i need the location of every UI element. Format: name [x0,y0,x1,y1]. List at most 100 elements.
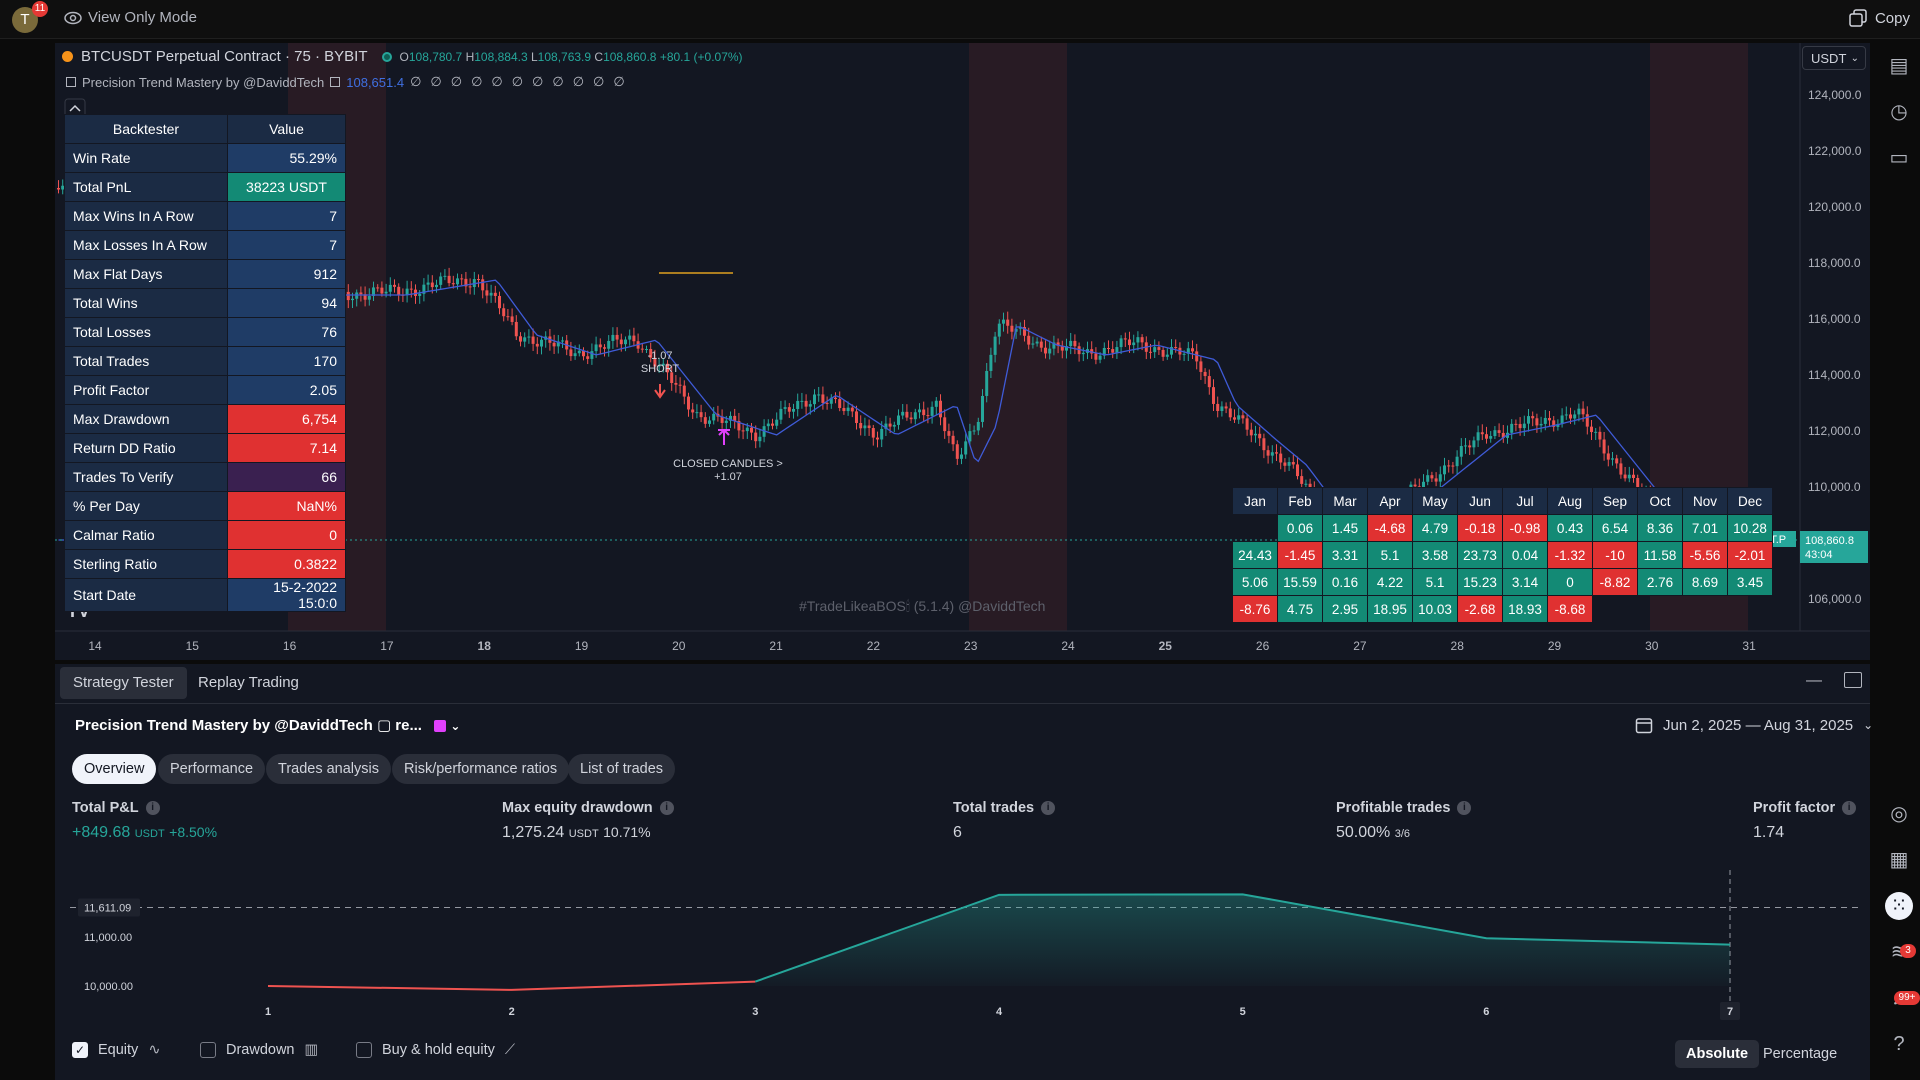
date-tick: 21 [769,639,783,653]
reference-value-box [78,898,140,917]
watchlist-icon[interactable]: ▤ [1889,55,1909,77]
candle-body [531,336,535,344]
backtester-row: Max Losses In A Row 7 [64,230,346,260]
time-axis[interactable]: 14 15 16 17 18 19 20 21 22 23 24 25 26 27 28 29 30 31 [88,639,1756,653]
short-arrow-icon [654,384,666,399]
tab-replay-trading[interactable]: Replay Trading [198,674,299,691]
candle-body [1212,387,1215,404]
monthly-cell: 4.75 [1277,595,1323,623]
monthly-cell: 8.36 [1637,514,1683,542]
checkbox-checked-icon[interactable]: ✓ [72,1042,88,1058]
help-icon[interactable]: ? [1893,1033,1905,1055]
equity-area [755,894,1730,986]
absolute-mode-button[interactable]: Absolute [1675,1040,1760,1068]
info-icon[interactable]: i [1041,801,1056,815]
monthly-cell: 3.58 [1412,541,1458,569]
minimize-icon[interactable]: — [1806,672,1822,689]
indicator-legend[interactable]: Precision Trend Mastery by @DaviddTech 1… [66,74,634,90]
copy-label: Copy [1874,9,1910,27]
calendar-icon[interactable] [434,720,447,733]
candle-body [1623,474,1627,479]
monthly-cell: -0.98 [1502,514,1548,542]
info-icon[interactable]: i [1842,801,1857,815]
subtab-trades-analysis[interactable]: Trades analysis [266,754,392,784]
calendar-icon[interactable]: ▦ [1889,849,1909,871]
candle-body [1245,418,1249,430]
metric-total-pnl: Total P&L i +849.68 USDT +8.50% [72,800,218,841]
metric-name: Sterling Ratio [64,549,228,579]
info-icon[interactable]: i [659,801,674,815]
drawdown-checkbox[interactable]: Drawdown ▥ [200,1042,318,1058]
metric-name: Start Date [64,578,228,612]
month-header: Mar [1322,487,1368,515]
monthly-cell: 4.79 [1412,514,1458,542]
metric-name: Max Losses In A Row [64,230,228,260]
candle-body [367,296,371,300]
products-grid-icon[interactable]: ⁙ [1885,892,1913,920]
candle-body [523,337,527,342]
equity-chart[interactable]: 11,611.09 11,000.00 10,000.00 1 2 3 4 5 6 7 [70,870,1860,1030]
date-range-picker[interactable]: Jun 2, 2025 — Aug 31, 2025 ⌄ [1635,716,1873,734]
candle-body [792,408,795,412]
speedometer-icon[interactable]: ◎ [1890,803,1908,825]
copy-button[interactable]: Copy [1849,9,1910,27]
candle-body [741,430,745,432]
symbol-title[interactable]: BTCUSDT Perpetual Contract · 75 · BYBIT [81,48,368,65]
candle-body [510,316,514,322]
monthly-cell: -8.82 [1592,568,1638,596]
candle-body [1060,345,1064,351]
price-axis[interactable]: 124,000.0 122,000.0 120,000.0 118,000.0 116,… [1808,88,1862,606]
checkbox-icon[interactable] [356,1042,372,1058]
indicator-label[interactable]: Precision Trend Mastery by @DaviddTech [82,74,325,90]
candle-body [422,284,426,294]
subtab-overview[interactable]: Overview [72,754,157,784]
date-tick: 17 [380,639,394,653]
candle-body [540,339,543,347]
maximize-icon[interactable] [1844,672,1862,688]
percentage-mode-button[interactable]: Percentage [1763,1046,1838,1062]
candle-body [527,336,531,338]
subtab-risk-performance-ratios[interactable]: Risk/performance ratios [392,754,570,784]
symbol-legend[interactable]: BTCUSDT Perpetual Contract · 75 · BYBIT … [62,48,743,65]
price-tick: 122,000.0 [1808,144,1862,158]
date-tick: 28 [1451,639,1465,653]
view-only-mode-indicator[interactable]: View Only Mode [64,9,197,26]
alerts-clock-icon[interactable]: ◷ [1890,101,1908,123]
indicator-toggle-icon[interactable] [66,77,76,87]
metric-value: 912 [227,259,346,289]
date-tick: 14 [88,639,102,653]
subtab-list-of-trades[interactable]: List of trades [568,754,676,784]
month-header: Sep [1592,487,1638,515]
candle-body [1073,340,1077,347]
checkbox-icon[interactable] [200,1042,216,1058]
candle-body [1262,438,1266,451]
divider [55,703,1870,704]
info-icon[interactable]: i [145,801,160,815]
equity-checkbox[interactable]: ✓ Equity ∿ [72,1042,160,1058]
currency-select[interactable]: USDT ⌄ [1802,46,1866,70]
indicator-toggle-icon[interactable] [330,77,341,87]
candle-body [1182,353,1186,355]
buy-hold-equity-checkbox[interactable]: Buy & hold equity ⟋ [356,1042,515,1058]
chat-icon[interactable]: ▭ [1889,147,1909,169]
short-label: SHORT [641,363,680,375]
monthly-cell: 3.45 [1727,568,1773,596]
subtab-performance[interactable]: Performance [158,754,266,784]
chevron-down-icon[interactable]: ⌄ [450,719,461,733]
candle-body [1560,415,1564,425]
candle-body [1585,414,1589,427]
candle-body [1468,445,1472,448]
candle-body [892,424,896,427]
candle-body [951,435,955,445]
candle-body [569,349,573,357]
candle-body [464,278,468,287]
crosshair-x-box [1720,1002,1740,1020]
monthly-row: 24.43 -1.45 3.31 5.1 3.58 23.73 0.04 -1.32 -10 11… [1232,541,1773,569]
info-icon[interactable]: i [1457,801,1472,815]
tab-strategy-tester[interactable]: Strategy Tester [60,667,187,699]
candle-body [1077,346,1081,355]
candle-body [981,395,984,422]
candle-body [1577,408,1581,415]
month-header: Jun [1457,487,1503,515]
strategy-title[interactable]: Precision Trend Mastery by @DaviddTech ▢… [75,717,461,734]
